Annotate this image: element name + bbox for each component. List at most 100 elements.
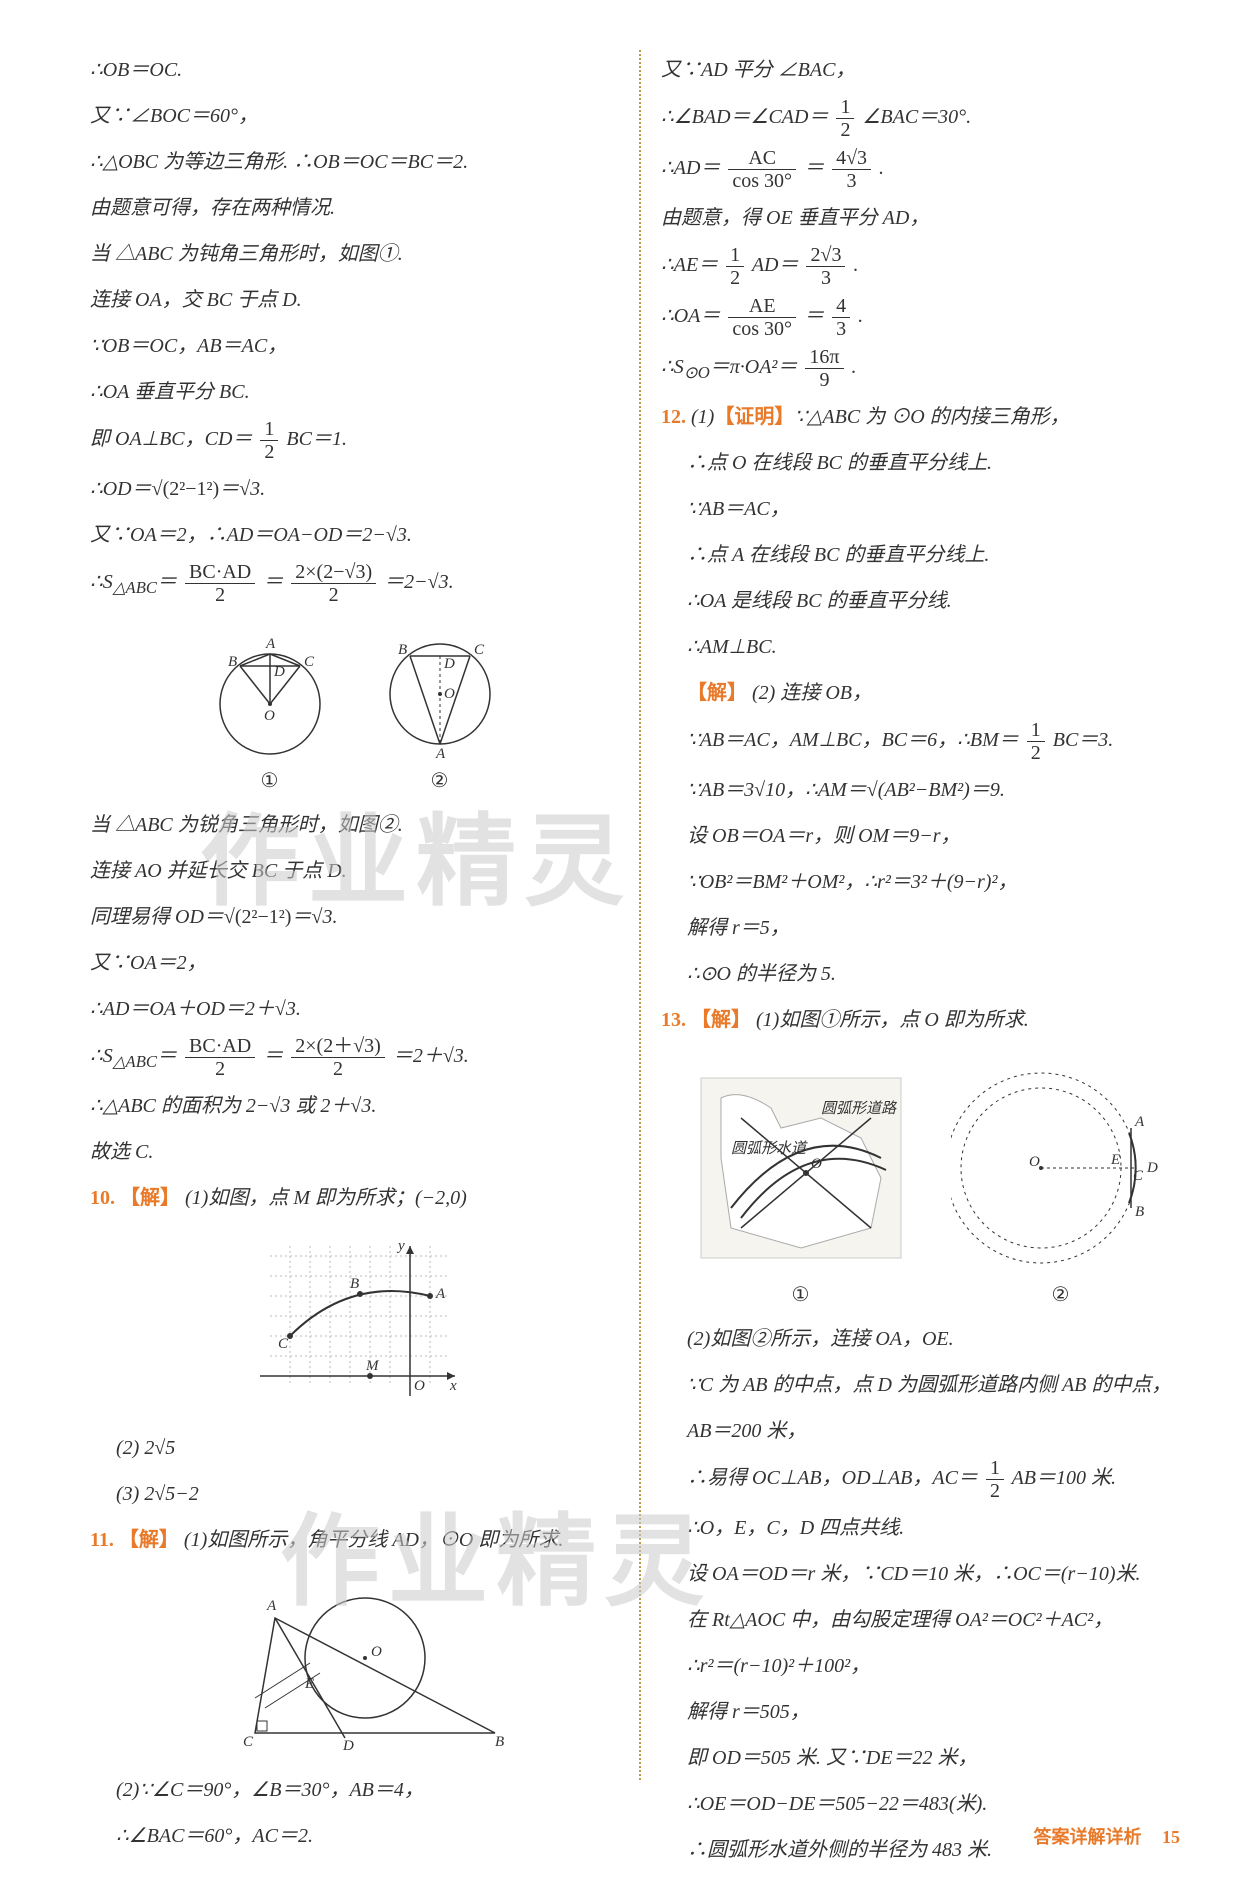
question-number: 12. <box>661 406 686 428</box>
figure-caption: ② <box>951 1282 1171 1307</box>
figure-caption: ② <box>370 768 510 793</box>
left-column: ∴OB＝OC. 又∵∠BOC＝60°， ∴△OBC 为等边三角形. ∴OB＝OC… <box>90 50 619 1780</box>
proof-tag: 【证明】 <box>714 406 794 428</box>
svg-text:y: y <box>396 1238 405 1254</box>
svg-text:A: A <box>265 636 276 652</box>
text-line: 又∵OA＝2， <box>90 943 619 983</box>
text-line: ∴OA 垂直平分 BC. <box>90 372 619 412</box>
svg-text:C: C <box>278 1336 289 1352</box>
text-line: ∴△OBC 为等边三角形. ∴OB＝OC＝BC＝2. <box>90 142 619 182</box>
svg-text:D: D <box>342 1738 354 1754</box>
footer-label: 答案详解详析 <box>1034 1827 1142 1847</box>
svg-text:O: O <box>444 686 455 702</box>
figure-triangle-circle: A B C D O E <box>90 1578 619 1758</box>
svg-text:A: A <box>435 746 446 762</box>
text-line: ∴AD＝ ACcos 30° ＝ 4√33 . <box>661 147 1190 192</box>
svg-text:C: C <box>1133 1168 1144 1184</box>
svg-text:B: B <box>228 654 237 670</box>
svg-text:O: O <box>811 1156 822 1172</box>
text-line: 【解】 (2) 连接 OB， <box>661 673 1190 713</box>
text-line: AB＝200 米， <box>661 1411 1190 1451</box>
text-line: ∴S⊙O＝π·OA²＝ 16π9 . <box>661 346 1190 391</box>
text-line: 在 Rt△AOC 中，由勾股定理得 OA²＝OC²＋AC²， <box>661 1600 1190 1640</box>
text-line: ∴∠BAD＝∠CAD＝ 12 ∠BAC＝30°. <box>661 96 1190 141</box>
figure-caption: ① <box>681 1282 921 1307</box>
solution-tag: 【解】 <box>691 1009 751 1031</box>
svg-text:C: C <box>474 642 485 658</box>
text-line: ∴OD＝√(2²−1²)＝√3. <box>90 469 619 509</box>
text-line: ∴AE＝ 12 AD＝ 2√33 . <box>661 244 1190 289</box>
text-line: 解得 r＝505， <box>661 1692 1190 1732</box>
text-line: 当 △ABC 为锐角三角形时，如图②. <box>90 805 619 845</box>
solution-tag: 【解】 <box>119 1529 179 1551</box>
text-line: ∵OB²＝BM²＋OM²，∴r²＝3²＋(9−r)²， <box>661 862 1190 902</box>
figure-1: A B C D O ① <box>200 624 340 793</box>
figure-arc-2: O A B C D E ② <box>951 1058 1171 1307</box>
svg-text:A: A <box>1134 1114 1145 1130</box>
svg-text:E: E <box>1110 1152 1120 1168</box>
text-line: 又∵OA＝2，∴AD＝OA−OD＝2−√3. <box>90 515 619 555</box>
svg-text:D: D <box>273 664 285 680</box>
figure-row-arcs: O 圆弧形水道 圆弧形道路 ① O A B C <box>661 1058 1190 1307</box>
text-line: 即 OA⊥BC，CD＝ 12 BC＝1. <box>90 418 619 463</box>
text-line: (2)∵∠C＝90°，∠B＝30°，AB＝4， <box>90 1770 619 1810</box>
svg-text:B: B <box>495 1734 504 1750</box>
text-line: 又∵AD 平分 ∠BAC， <box>661 50 1190 90</box>
text-line: ∴∠BAC＝60°，AC＝2. <box>90 1816 619 1856</box>
text-line: ∴S△ABC＝ BC·AD2 ＝ 2×(2−√3)2 ＝2−√3. <box>90 561 619 606</box>
right-column: 又∵AD 平分 ∠BAC， ∴∠BAD＝∠CAD＝ 12 ∠BAC＝30°. ∴… <box>661 50 1190 1780</box>
text-line: ∴AM⊥BC. <box>661 627 1190 667</box>
text-line: 由题意可得，存在两种情况. <box>90 188 619 228</box>
text-line: ∴AD＝OA＋OD＝2＋√3. <box>90 989 619 1029</box>
text-line: ∵C 为 AB 的中点，点 D 为圆弧形道路内侧 AB 的中点， <box>661 1365 1190 1405</box>
figure-caption: ① <box>200 768 340 793</box>
svg-text:B: B <box>350 1276 359 1292</box>
page-number: 15 <box>1162 1827 1180 1847</box>
text-line: ∵AB＝3√10，∴AM＝√(AB²−BM²)＝9. <box>661 770 1190 810</box>
svg-text:D: D <box>1146 1160 1158 1176</box>
svg-text:x: x <box>449 1378 457 1394</box>
text-line: 连接 OA，交 BC 于点 D. <box>90 280 619 320</box>
text-line: 当 △ABC 为钝角三角形时，如图①. <box>90 234 619 274</box>
q12-line: 12. (1)【证明】∵△ABC 为 ⊙O 的内接三角形， <box>661 397 1190 437</box>
text-line: ∴点 A 在线段 BC 的垂直平分线上. <box>661 535 1190 575</box>
question-number: 11. <box>90 1529 114 1551</box>
svg-text:A: A <box>435 1286 446 1302</box>
column-divider <box>639 50 641 1780</box>
text-line: 即 OD＝505 米. 又∵DE＝22 米， <box>661 1738 1190 1778</box>
svg-text:M: M <box>365 1358 380 1374</box>
text-line: 故选 C. <box>90 1132 619 1172</box>
q11-line: 11. 【解】 (1)如图所示，角平分线 AD，⊙O 即为所求. <box>90 1520 619 1560</box>
q13-line: 13. 【解】 (1)如图①所示，点 O 即为所求. <box>661 1000 1190 1040</box>
svg-text:O: O <box>1029 1154 1040 1170</box>
svg-text:A: A <box>266 1598 277 1614</box>
figure-arc-1: O 圆弧形水道 圆弧形道路 ① <box>681 1058 921 1307</box>
text-line: (2)如图②所示，连接 OA，OE. <box>661 1319 1190 1359</box>
text-line: 连接 AO 并延长交 BC 于点 D. <box>90 851 619 891</box>
text-line: ∴OA 是线段 BC 的垂直平分线. <box>661 581 1190 621</box>
text-line: ∴△ABC 的面积为 2−√3 或 2＋√3. <box>90 1086 619 1126</box>
text-line: ∴易得 OC⊥AB，OD⊥AB，AC＝ 12 AB＝100 米. <box>661 1457 1190 1502</box>
text-line: 又∵∠BOC＝60°， <box>90 96 619 136</box>
text-line: 由题意，得 OE 垂直平分 AD， <box>661 198 1190 238</box>
text-line: 设 OA＝OD＝r 米，∵CD＝10 米，∴OC＝(r−10)米. <box>661 1554 1190 1594</box>
svg-text:B: B <box>1135 1204 1144 1220</box>
text-line: ∴OA＝ AEcos 30° ＝ 43 . <box>661 295 1190 340</box>
figure-2: B C D O A ② <box>370 624 510 793</box>
svg-text:O: O <box>264 708 275 724</box>
svg-text:B: B <box>398 642 407 658</box>
text-line: ∴OE＝OD−DE＝505−22＝483(米). <box>661 1784 1190 1824</box>
text-line: ∴S△ABC＝ BC·AD2 ＝ 2×(2＋√3)2 ＝2＋√3. <box>90 1035 619 1080</box>
text-line: ∵OB＝OC，AB＝AC， <box>90 326 619 366</box>
question-number: 13. <box>661 1009 686 1031</box>
svg-text:C: C <box>243 1734 254 1750</box>
text-line: 同理易得 OD＝√(2²−1²)＝√3. <box>90 897 619 937</box>
text-line: ∴OB＝OC. <box>90 50 619 90</box>
text-line: (2) 2√5 <box>90 1428 619 1468</box>
text-line: ∴O，E，C，D 四点共线. <box>661 1508 1190 1548</box>
text-line: 解得 r＝5， <box>661 908 1190 948</box>
text-line: ∵AB＝AC，AM⊥BC，BC＝6，∴BM＝ 12 BC＝3. <box>661 719 1190 764</box>
text-line: ∵AB＝AC， <box>661 489 1190 529</box>
figure-row-circles: A B C D O ① B C D <box>90 624 619 793</box>
svg-text:O: O <box>371 1644 382 1660</box>
